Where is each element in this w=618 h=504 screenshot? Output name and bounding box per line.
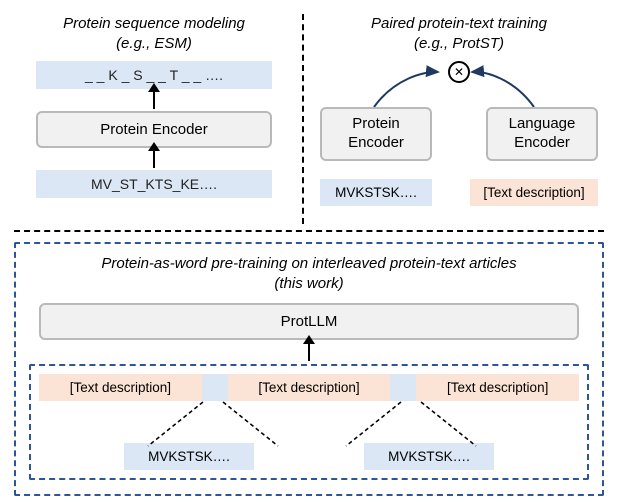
title-line2: (this work) — [274, 275, 343, 292]
interleaved-input: [Text description] [Text description] [T… — [29, 364, 589, 480]
title-line1: Protein-as-word pre-training on interlea… — [101, 255, 516, 272]
panel-title: Protein-as-word pre-training on interlea… — [28, 254, 590, 293]
panel-protein-seq-modeling: Protein sequence modeling (e.g., ESM) _ … — [14, 14, 294, 226]
text-desc: [Text description] — [416, 374, 579, 401]
text-desc: [Text description] — [39, 374, 202, 401]
panel-paired-training: Paired protein-text training (e.g., Prot… — [314, 14, 604, 226]
title-line1: Paired protein-text training — [371, 15, 547, 32]
top-row: Protein sequence modeling (e.g., ESM) _ … — [14, 14, 604, 226]
line1: Protein — [352, 115, 400, 132]
title-line2: (e.g., ProtST) — [414, 35, 504, 52]
panel-title: Protein sequence modeling (e.g., ESM) — [14, 14, 294, 53]
paired-body: Protein Encoder Language Encoder MVKSTSK… — [314, 61, 604, 231]
text-token: [Text description] — [470, 179, 598, 206]
protein-seq: MVKSTSK…. — [364, 443, 494, 470]
arrow-up-icon — [308, 343, 310, 361]
protein-encoder-box: Protein Encoder — [320, 107, 432, 161]
panel-this-work: Protein-as-word pre-training on interlea… — [14, 242, 604, 496]
protein-token: MVKSTSK…. — [320, 179, 432, 206]
protein-slot — [390, 374, 416, 401]
title-line2: (e.g., ESM) — [116, 35, 192, 52]
masked-input: MV_ST_KTS_KE…. — [36, 170, 272, 198]
protein-slot — [202, 374, 228, 401]
interleave-row: [Text description] [Text description] [T… — [39, 374, 579, 401]
arrow-up-icon — [153, 150, 155, 168]
curved-arrows-icon — [314, 61, 594, 111]
line2: Encoder — [514, 134, 570, 151]
protein-seq-row: MVKSTSK…. MVKSTSK…. — [39, 443, 579, 470]
text-desc: [Text description] — [228, 374, 391, 401]
line1: Language — [509, 115, 576, 132]
seq-stack: _ _ K _ S _ _ T _ _ …. Protein Encoder M… — [14, 61, 294, 198]
vertical-divider — [302, 14, 304, 224]
line2: Encoder — [348, 134, 404, 151]
panel-title: Paired protein-text training (e.g., Prot… — [314, 14, 604, 53]
protein-seq: MVKSTSK…. — [124, 443, 254, 470]
arrow-up-icon — [153, 91, 155, 109]
language-encoder-box: Language Encoder — [486, 107, 598, 161]
title-line1: Protein sequence modeling — [63, 15, 245, 32]
